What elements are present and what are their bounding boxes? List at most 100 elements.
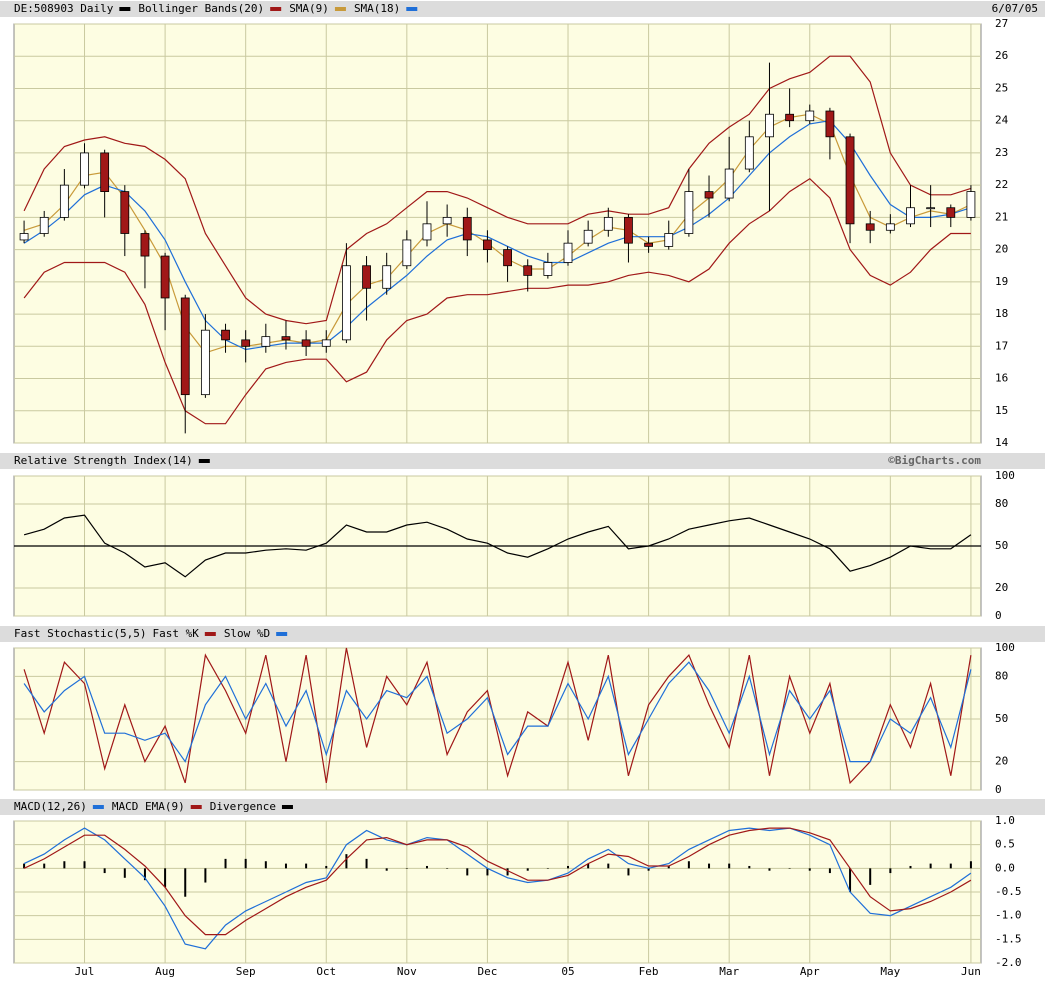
panel-header	[0, 453, 1045, 469]
divergence-bar	[446, 868, 449, 869]
divergence-bar	[43, 863, 46, 869]
candle-body	[624, 216, 633, 244]
credit: ©BigCharts.com	[888, 454, 981, 467]
divergence-bar	[365, 858, 368, 869]
y-tick-label: 27	[995, 17, 1008, 30]
divergence-bar	[768, 868, 771, 871]
plot-area	[13, 23, 982, 444]
y-tick-label: 23	[995, 146, 1008, 159]
y-tick-label: 50	[995, 712, 1008, 725]
legend-swatch	[204, 632, 216, 636]
panel-header	[0, 626, 1045, 642]
divergence-bar	[284, 863, 287, 869]
x-tick-label: Jul	[75, 965, 95, 978]
candle-body	[744, 136, 754, 170]
legend-label: SMA(9)	[289, 2, 329, 15]
y-tick-label: 25	[995, 81, 1008, 94]
candle-body	[321, 339, 331, 347]
divergence-bar	[405, 868, 408, 869]
candle-body	[80, 152, 89, 186]
candle-body	[241, 339, 251, 347]
divergence-bar	[567, 865, 570, 869]
candle-body	[462, 216, 472, 241]
y-tick-label: 20	[995, 243, 1008, 256]
candle-body	[785, 113, 795, 122]
candle-body	[825, 110, 835, 138]
divergence-bar	[325, 865, 328, 869]
y-tick-label: 22	[995, 178, 1008, 191]
divergence-bar	[849, 868, 852, 892]
divergence-bar	[204, 868, 207, 883]
legend-swatch	[198, 459, 210, 463]
divergence-bar	[627, 868, 630, 876]
legend-swatch	[190, 805, 202, 809]
y-tick-label: 100	[995, 469, 1015, 482]
y-tick-label: 0	[995, 783, 1002, 796]
candle-body	[926, 207, 936, 210]
legend-label: Slow %D	[224, 627, 270, 640]
indicator-line	[23, 647, 972, 785]
candle-body	[684, 191, 694, 234]
candle-body	[563, 242, 573, 263]
bollinger-lower	[23, 177, 971, 425]
legend-swatch	[334, 7, 346, 11]
y-tick-label: -1.0	[995, 909, 1022, 922]
candle-body	[200, 329, 210, 396]
candle-body	[906, 207, 915, 225]
candle-body	[483, 239, 492, 251]
indicator-line	[23, 827, 972, 950]
divergence-bar	[949, 863, 952, 869]
divergence-bar	[667, 865, 670, 869]
x-tick-label: Jun	[961, 965, 981, 978]
candle-body	[865, 223, 875, 231]
y-tick-label: 50	[995, 539, 1008, 552]
candle-body	[402, 239, 412, 267]
legend-label: SMA(18)	[354, 2, 400, 15]
y-tick-label: 0	[995, 609, 1002, 622]
divergence-bar	[224, 858, 227, 869]
divergence-bar	[808, 868, 811, 871]
divergence-bar	[244, 858, 247, 869]
candle-body	[503, 249, 512, 267]
y-tick-label: 14	[995, 436, 1009, 449]
candle-body	[221, 329, 230, 341]
divergence-bar	[587, 863, 590, 869]
divergence-bar	[647, 868, 650, 871]
candle-body	[845, 136, 855, 225]
divergence-bar	[708, 863, 711, 869]
divergence-bar	[889, 868, 892, 874]
candle-body	[281, 336, 291, 341]
y-tick-label: 26	[995, 49, 1008, 62]
x-tick-label: 05	[561, 965, 574, 978]
candle-body	[140, 233, 150, 257]
divergence-bar	[123, 868, 126, 878]
legend-swatch	[119, 7, 131, 11]
legend-swatch	[281, 805, 293, 809]
x-tick-label: Nov	[397, 965, 417, 978]
y-tick-label: 21	[995, 210, 1008, 223]
candle-body	[946, 207, 956, 218]
candle-body	[422, 223, 432, 241]
candle-body	[100, 152, 110, 193]
candle-body	[603, 216, 613, 231]
y-tick-label: 80	[995, 497, 1008, 510]
divergence-bar	[425, 865, 428, 869]
y-tick-label: 24	[995, 114, 1009, 127]
panel-header	[0, 799, 1045, 815]
divergence-bar	[385, 868, 388, 871]
candle-body	[342, 265, 351, 341]
candle-body	[966, 191, 976, 218]
y-tick-label: -0.5	[995, 885, 1022, 898]
candle-body	[885, 223, 895, 231]
divergence-bar	[83, 861, 86, 869]
candle-body	[362, 265, 371, 289]
y-tick-label: 100	[995, 641, 1015, 654]
candle-body	[59, 184, 69, 218]
y-tick-label: 15	[995, 404, 1008, 417]
divergence-bar	[909, 865, 912, 869]
divergence-bar	[526, 868, 529, 871]
candle-body	[704, 191, 714, 199]
legend-swatch	[406, 7, 418, 11]
divergence-bar	[506, 868, 509, 876]
